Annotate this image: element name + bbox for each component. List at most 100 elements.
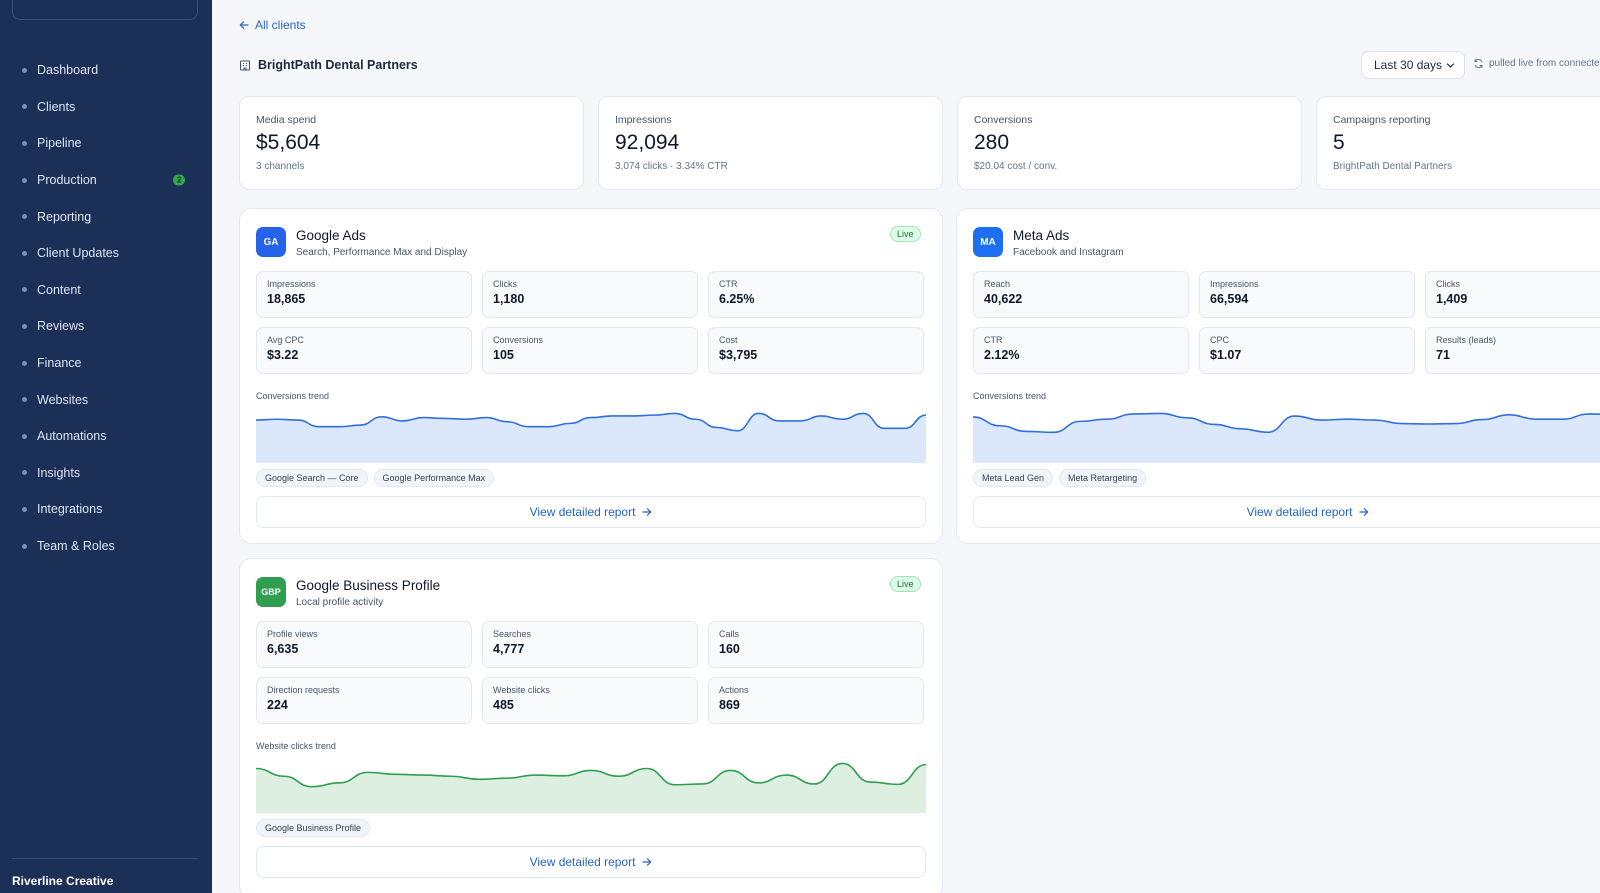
campaign-tag[interactable]: Google Search — Core (256, 469, 368, 487)
metric-tile: Profile views 6,635 (256, 621, 472, 668)
metric-value: 224 (267, 698, 288, 712)
view-detailed-report-button[interactable]: View detailed report (256, 496, 926, 528)
view-detailed-report-button[interactable]: View detailed report (256, 846, 926, 878)
client-header: BrightPath Dental Partners (239, 58, 418, 72)
sidebar-item-websites[interactable]: Websites (0, 381, 212, 418)
sidebar-item-label: Production (37, 173, 97, 188)
kpi-subtext: 3 channels (256, 161, 305, 172)
sidebar-item-client-updates[interactable]: Client Updates (0, 235, 212, 272)
kpi-value: 280 (974, 131, 1010, 154)
sidebar-item-label: Client Updates (37, 246, 119, 261)
sidebar-nav: Dashboard Clients Pipeline Production 2 R… (0, 52, 212, 564)
sidebar-item-label: Reporting (37, 209, 92, 224)
metric-tile: Searches 4,777 (482, 621, 698, 668)
metric-label: Searches (493, 629, 532, 639)
metric-label: Results (leads) (1436, 335, 1497, 345)
metric-label: Impressions (1210, 279, 1259, 289)
kpi-value: $5,604 (256, 131, 321, 154)
campaign-tag[interactable]: Google Performance Max (373, 469, 495, 487)
metric-label: CTR (719, 279, 738, 289)
metric-label: Conversions (493, 335, 544, 345)
campaign-tag[interactable]: Google Business Profile (256, 819, 371, 837)
metric-value: $3.22 (267, 348, 299, 362)
campaign-tags: Google Business Profile (256, 819, 371, 837)
report-button-label: View detailed report (1246, 505, 1353, 519)
sidebar-item-label: Content (37, 282, 81, 297)
sidebar-item-finance[interactable]: Finance (0, 345, 212, 382)
sidebar-item-integrations[interactable]: Integrations (0, 491, 212, 528)
metric-label: Actions (719, 685, 749, 695)
sidebar-item-label: Websites (37, 392, 89, 407)
bullet-icon (22, 543, 27, 549)
bullet-icon (22, 67, 27, 73)
bullet-icon (22, 323, 27, 329)
sidebar-item-reviews[interactable]: Reviews (0, 308, 212, 345)
kpi-card-campaigns-reporting: Campaigns reporting 5 BrightPath Dental … (1316, 96, 1600, 190)
bullet-icon (22, 177, 27, 183)
arrow-left-icon (239, 21, 249, 29)
bullet-icon (22, 360, 27, 366)
campaign-tag[interactable]: Meta Retargeting (1059, 469, 1147, 487)
trend-label: Conversions trend (973, 391, 1047, 401)
metric-label: Avg CPC (267, 335, 304, 345)
metric-value: $3,795 (719, 348, 758, 362)
channel-title: Google Business Profile (296, 578, 441, 593)
metric-tile: Impressions 66,594 (1199, 271, 1415, 318)
metric-value: 485 (493, 698, 514, 712)
sidebar-item-pipeline[interactable]: Pipeline (0, 125, 212, 162)
sidebar-item-insights[interactable]: Insights (0, 455, 212, 492)
metric-tile: CTR 6.25% (708, 271, 924, 318)
sync-status: pulled live from connected (1473, 58, 1600, 69)
arrow-right-icon (642, 858, 652, 866)
sparkline-area (256, 413, 926, 463)
metric-value: 160 (719, 642, 740, 656)
sidebar-item-dashboard[interactable]: Dashboard (0, 52, 212, 89)
sidebar-search-box[interactable] (12, 0, 198, 20)
sidebar-item-reporting[interactable]: Reporting (0, 198, 212, 235)
sidebar-item-automations[interactable]: Automations (0, 418, 212, 455)
campaign-tag[interactable]: Meta Lead Gen (973, 469, 1054, 487)
kpi-card-conversions: Conversions 280 $20.04 cost / conv. (957, 96, 1302, 190)
arrow-right-icon (1359, 508, 1369, 516)
client-name: BrightPath Dental Partners (258, 58, 418, 72)
trend-label: Conversions trend (256, 391, 330, 401)
channel-title: Google Ads (296, 228, 366, 243)
kpi-subtext: BrightPath Dental Partners (1333, 161, 1452, 172)
metric-tile: Results (leads) 71 (1425, 327, 1600, 374)
campaign-tags: Google Search — Core Google Performance … (256, 469, 495, 487)
bullet-icon (22, 104, 27, 110)
metric-tile: Reach 40,622 (973, 271, 1189, 318)
sidebar-item-label: Pipeline (37, 136, 82, 151)
metric-value: 40,622 (984, 292, 1023, 306)
metric-label: Profile views (267, 629, 318, 639)
metric-tile: Actions 869 (708, 677, 924, 724)
kpi-label: Conversions (974, 114, 1033, 126)
metric-tile: Impressions 18,865 (256, 271, 472, 318)
conversions-trend-sparkline (256, 412, 926, 463)
kpi-card-impressions: Impressions 92,094 3,074 clicks · 3.34% … (598, 96, 943, 190)
bullet-icon (22, 506, 27, 512)
view-detailed-report-button[interactable]: View detailed report (973, 496, 1600, 528)
channel-card-meta-ads: MA Meta Ads Facebook and Instagram Reach… (956, 208, 1600, 544)
sidebar-item-production[interactable]: Production 2 (0, 162, 212, 199)
refresh-icon (1474, 58, 1483, 69)
sidebar-item-clients[interactable]: Clients (0, 89, 212, 126)
sidebar-item-team-roles[interactable]: Team & Roles (0, 528, 212, 565)
sidebar-item-content[interactable]: Content (0, 272, 212, 309)
bullet-icon (22, 470, 27, 476)
metrics-grid: Impressions 18,865 Clicks 1,180 CTR 6.25% A… (256, 271, 926, 374)
metric-value: 1,180 (493, 292, 525, 306)
metrics-grid: Reach 40,622 Impressions 66,594 Clicks 1,40… (973, 271, 1600, 374)
sidebar-item-label: Integrations (37, 502, 103, 517)
metric-label: CPC (1210, 335, 1230, 345)
metric-tile: Cost $3,795 (708, 327, 924, 374)
bullet-icon (22, 140, 27, 146)
metric-tile: Direction requests 224 (256, 677, 472, 724)
sidebar-item-label: Finance (37, 356, 82, 371)
back-to-clients-link[interactable]: All clients (239, 18, 306, 32)
metric-tile: CTR 2.12% (973, 327, 1189, 374)
date-range-select[interactable]: Last 30 days (1361, 51, 1465, 79)
sidebar-item-label: Automations (37, 429, 107, 444)
metric-value: $1.07 (1210, 348, 1242, 362)
sparkline-line (256, 412, 926, 432)
